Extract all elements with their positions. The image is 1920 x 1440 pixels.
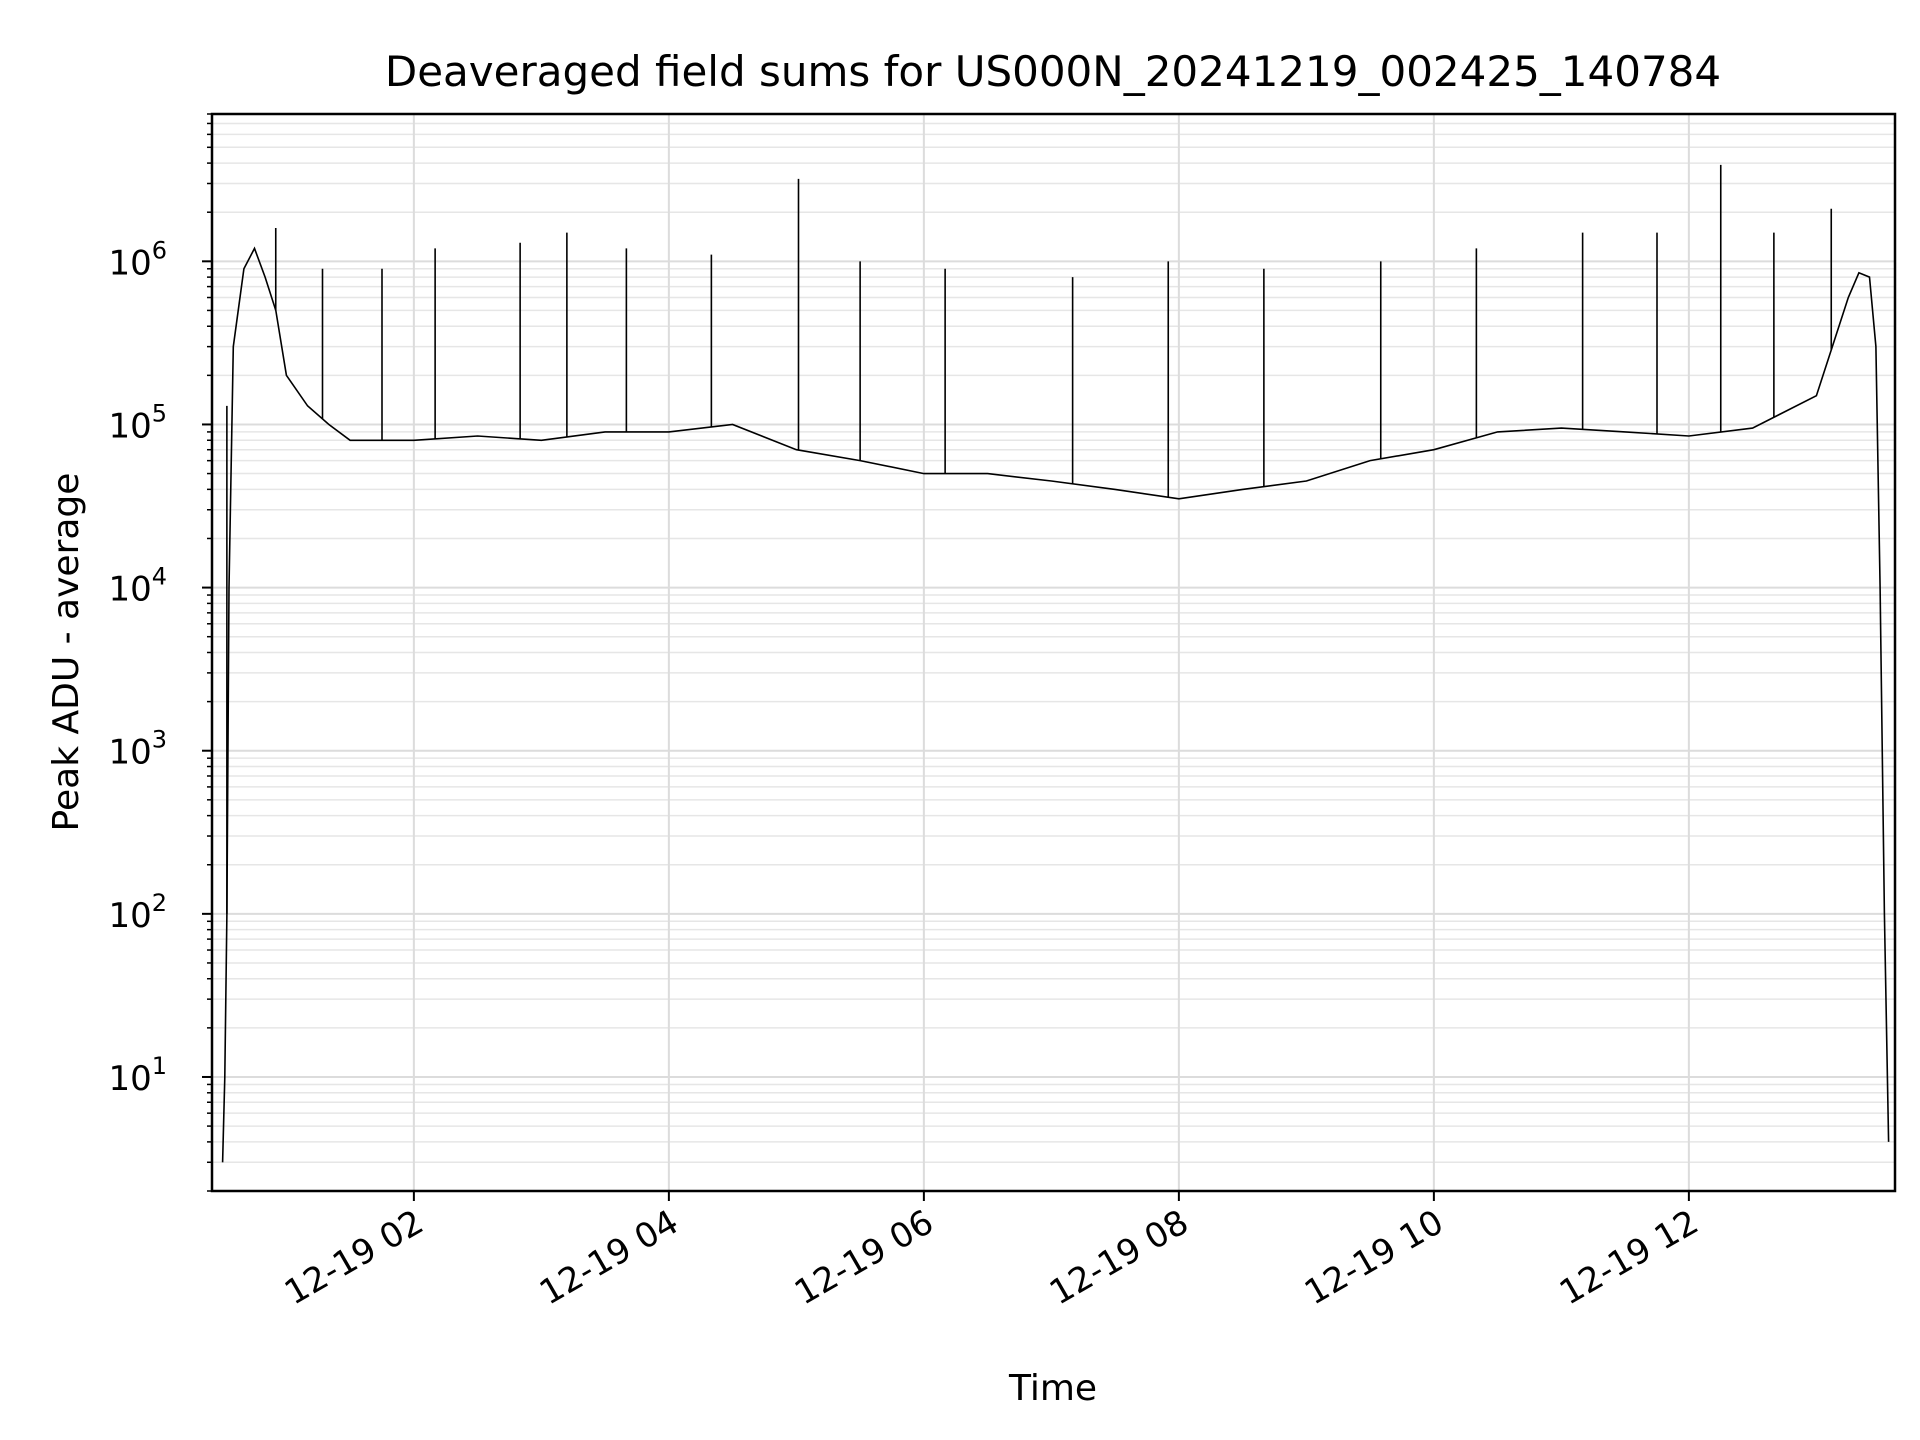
y-tick-label: 101 [108, 1052, 167, 1099]
x-tick-label: 12-19 08 [1043, 1202, 1195, 1313]
y-axis-ticks: 101 102 103 104 105 106 [108, 113, 212, 1192]
y-tick-label: 102 [108, 889, 167, 936]
x-tick-label: 12-19 12 [1553, 1202, 1705, 1313]
x-tick-label: 12-19 10 [1298, 1202, 1450, 1313]
y-axis-label: Peak ADU - average [46, 473, 87, 832]
series-lines [221, 164, 1890, 1163]
y-tick-label: 105 [108, 399, 167, 446]
chart-title: Deaveraged field sums for US000N_2024121… [385, 47, 1721, 96]
x-axis-ticks: 12-19 02 12-19 04 12-19 06 12-19 08 12-19 10… [278, 1191, 1705, 1313]
grid-lines [212, 113, 1895, 1192]
x-tick-label: 12-19 04 [533, 1202, 685, 1313]
y-tick-label: 106 [108, 236, 167, 283]
y-tick-label: 103 [108, 726, 167, 773]
y-tick-label: 104 [108, 563, 167, 610]
x-axis-label: Time [1008, 1368, 1097, 1409]
x-tick-label: 12-19 02 [278, 1202, 430, 1313]
x-tick-label: 12-19 06 [788, 1202, 940, 1313]
series-line [221, 246, 1890, 1163]
